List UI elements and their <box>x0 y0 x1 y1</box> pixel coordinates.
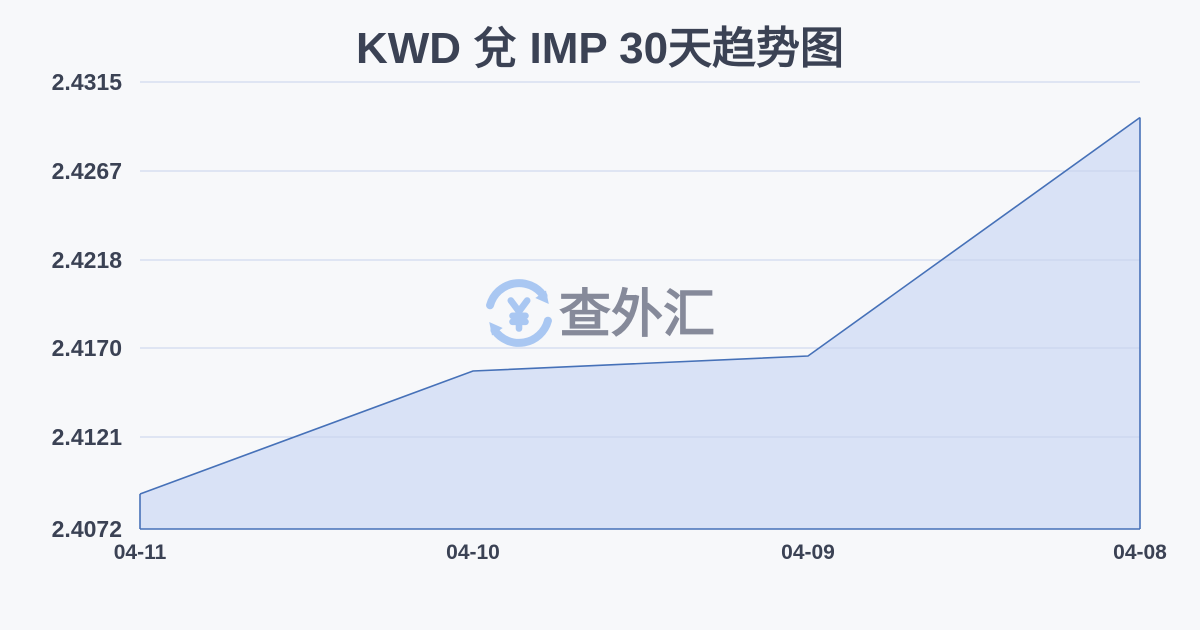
svg-text:2.4170: 2.4170 <box>52 335 122 361</box>
svg-text:04-10: 04-10 <box>446 541 500 564</box>
svg-text:2.4072: 2.4072 <box>52 516 122 542</box>
svg-text:04-11: 04-11 <box>114 541 167 564</box>
svg-text:2.4121: 2.4121 <box>52 424 123 450</box>
svg-text:2.4218: 2.4218 <box>52 247 123 273</box>
svg-text:2.4267: 2.4267 <box>52 158 122 184</box>
svg-text:2.4315: 2.4315 <box>52 69 123 95</box>
svg-text:04-08: 04-08 <box>1113 541 1167 564</box>
svg-text:04-09: 04-09 <box>781 541 835 564</box>
svg-text:查外汇: 查外汇 <box>559 286 715 344</box>
